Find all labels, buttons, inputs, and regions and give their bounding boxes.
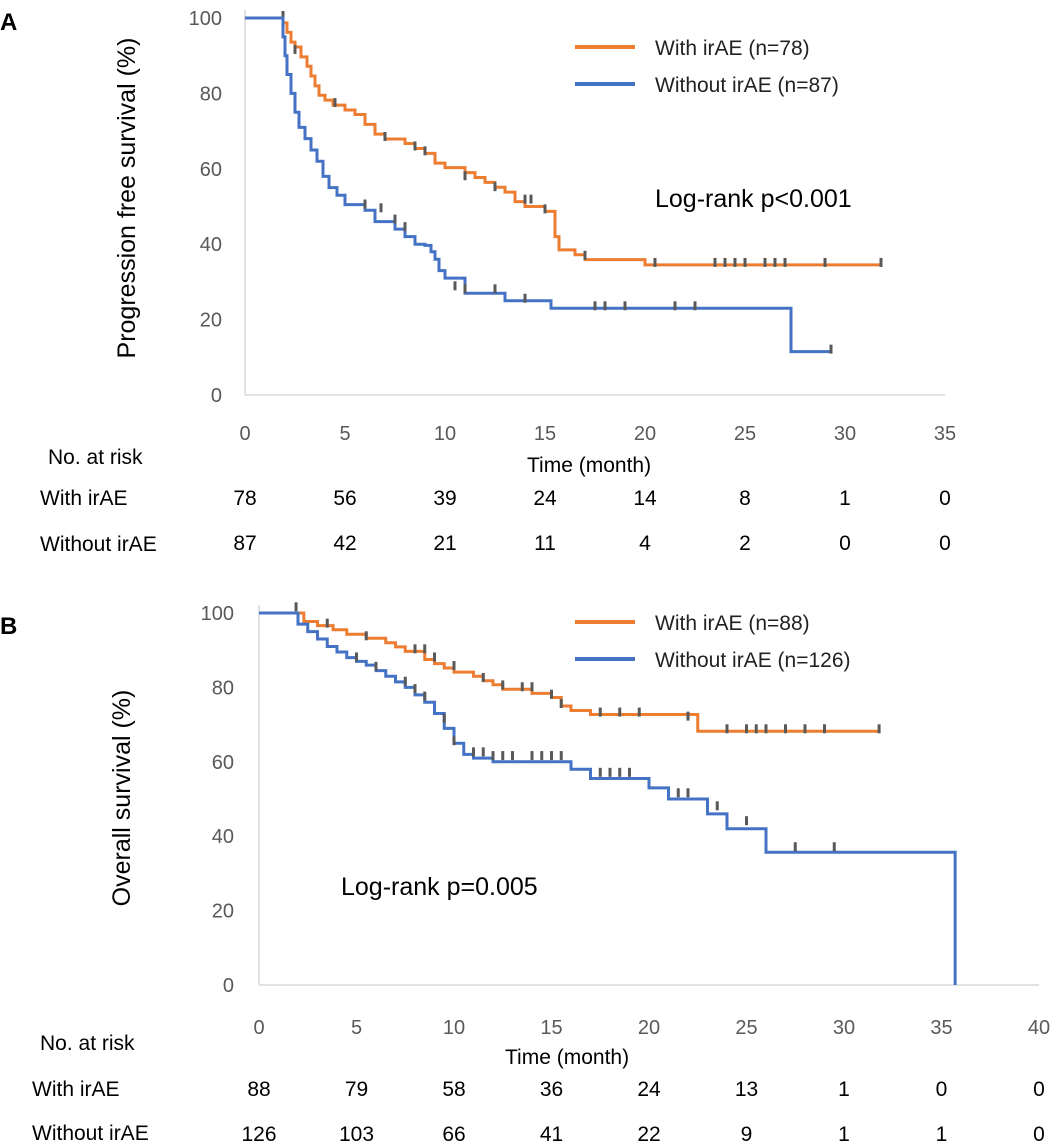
risk-value: 0 [1033, 1123, 1045, 1144]
x-tick-label: 30 [834, 423, 856, 445]
legend-label-without-irae: Without irAE (n=87) [655, 74, 839, 97]
panel-b: B Overall survival (%) Time (month) With… [0, 602, 1050, 1144]
x-tick-label: 40 [1028, 1017, 1050, 1039]
x-tick-label: 30 [833, 1017, 855, 1039]
y-tick-label: 20 [212, 901, 234, 923]
x-tick-label: 10 [443, 1017, 465, 1039]
risk-value: 0 [939, 532, 951, 555]
x-tick-label: 25 [735, 1017, 757, 1039]
risk-row-label-without-irae: Without irAE [32, 1122, 149, 1144]
y-tick-label: 20 [200, 310, 222, 332]
x-tick-label: 10 [434, 423, 456, 445]
y-axis-title: Overall survival (%) [108, 690, 136, 907]
x-tick-label: 20 [638, 1017, 660, 1039]
risk-value: 1 [936, 1123, 948, 1144]
risk-table-title: No. at risk [48, 446, 143, 469]
y-tick-label: 0 [211, 385, 222, 407]
y-tick-label: 0 [223, 975, 234, 997]
risk-value: 11 [534, 532, 556, 555]
panel-letter: A [0, 9, 17, 36]
risk-value: 1 [839, 487, 851, 510]
risk-row-label-with-irae: With irAE [40, 487, 128, 510]
x-tick-label: 25 [734, 423, 756, 445]
x-tick-label: 0 [253, 1017, 264, 1039]
x-tick-label: 15 [534, 423, 556, 445]
x-tick-label: 0 [239, 423, 250, 445]
y-tick-label: 80 [212, 677, 234, 699]
y-tick-label: 40 [212, 826, 234, 848]
legend-label-with-irae: With irAE (n=88) [655, 612, 810, 635]
legend-label-without-irae: Without irAE (n=126) [655, 649, 851, 672]
risk-value: 14 [633, 487, 657, 510]
risk-value: 103 [339, 1123, 374, 1144]
risk-value: 36 [540, 1078, 563, 1101]
risk-value: 1 [838, 1078, 850, 1101]
risk-value: 42 [333, 532, 356, 555]
x-tick-label: 35 [930, 1017, 952, 1039]
risk-value: 56 [333, 487, 356, 510]
risk-value: 39 [433, 487, 456, 510]
risk-value: 66 [442, 1123, 465, 1144]
risk-value: 0 [936, 1078, 948, 1101]
risk-value: 58 [442, 1078, 465, 1101]
risk-value: 0 [839, 532, 851, 555]
risk-value: 4 [639, 532, 651, 555]
risk-value: 22 [637, 1123, 660, 1144]
panel-a: A Progression free survival (%) Time (mo… [0, 8, 956, 556]
x-axis-title: Time (month) [527, 454, 651, 477]
risk-value: 21 [433, 532, 456, 555]
risk-value: 126 [241, 1123, 276, 1144]
y-tick-label: 100 [189, 8, 222, 30]
y-tick-label: 60 [212, 752, 234, 774]
risk-value: 13 [735, 1078, 758, 1101]
x-tick-label: 5 [339, 423, 350, 445]
risk-value: 9 [741, 1123, 753, 1144]
risk-value: 8 [739, 487, 751, 510]
risk-table-title: No. at risk [40, 1032, 135, 1055]
risk-value: 79 [345, 1078, 368, 1101]
risk-value: 1 [838, 1123, 850, 1144]
risk-row-label-without-irae: Without irAE [40, 533, 157, 556]
legend-label-with-irae: With irAE (n=78) [655, 37, 810, 60]
y-tick-label: 100 [201, 603, 234, 625]
y-axis-title: Progression free survival (%) [113, 38, 141, 359]
risk-value: 2 [739, 532, 751, 555]
x-tick-label: 35 [934, 423, 956, 445]
y-tick-label: 60 [200, 159, 222, 181]
log-rank-annotation: Log-rank p=0.005 [341, 873, 538, 901]
series-line-without-irae [259, 611, 957, 985]
risk-value: 78 [233, 487, 256, 510]
risk-value: 24 [533, 487, 557, 510]
risk-value: 41 [540, 1123, 563, 1144]
risk-value: 24 [637, 1078, 661, 1101]
log-rank-annotation: Log-rank p<0.001 [655, 185, 852, 213]
x-tick-label: 20 [634, 423, 656, 445]
risk-row-label-with-irae: With irAE [32, 1078, 120, 1101]
risk-value: 0 [939, 487, 951, 510]
series-line-with-irae [259, 611, 880, 733]
risk-value: 87 [233, 532, 256, 555]
x-tick-label: 15 [540, 1017, 562, 1039]
y-tick-label: 40 [200, 234, 222, 256]
x-tick-label: 5 [351, 1017, 362, 1039]
y-tick-label: 80 [200, 83, 222, 105]
panel-letter: B [0, 613, 17, 640]
risk-value: 0 [1033, 1078, 1045, 1101]
risk-value: 88 [247, 1078, 270, 1101]
x-axis-title: Time (month) [505, 1046, 629, 1069]
